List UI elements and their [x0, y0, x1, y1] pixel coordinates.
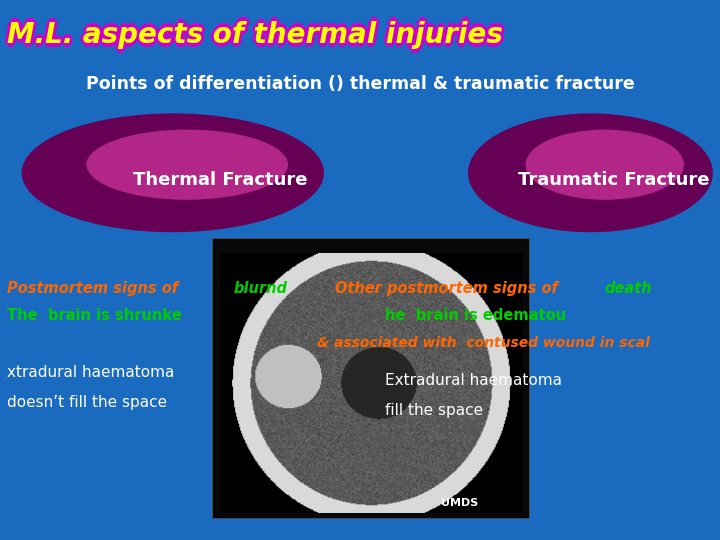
FancyBboxPatch shape [212, 238, 529, 518]
Text: xtradural haematoma: xtradural haematoma [7, 365, 174, 380]
Text: The  brain is shrunke: The brain is shrunke [7, 308, 182, 323]
Text: & associated with  contused wound in scal: & associated with contused wound in scal [317, 336, 649, 350]
Text: M.L. aspects of thermal injuries: M.L. aspects of thermal injuries [9, 23, 505, 51]
Text: M.L. aspects of thermal injuries: M.L. aspects of thermal injuries [9, 19, 505, 47]
Text: M.L. aspects of thermal injuries: M.L. aspects of thermal injuries [7, 19, 503, 47]
Text: blurnd: blurnd [234, 281, 288, 296]
Ellipse shape [468, 113, 713, 232]
Ellipse shape [22, 113, 324, 232]
Text: Points of differentiation () thermal & traumatic fracture: Points of differentiation () thermal & t… [86, 75, 634, 93]
Ellipse shape [86, 130, 288, 200]
Text: Other postmortem signs of: Other postmortem signs of [335, 281, 558, 296]
Text: M.L. aspects of thermal injuries: M.L. aspects of thermal injuries [6, 19, 502, 47]
Text: he  brain is edematou: he brain is edematou [385, 308, 566, 323]
Text: fill the space: fill the space [385, 403, 483, 418]
Text: M.L. aspects of thermal injuries: M.L. aspects of thermal injuries [7, 21, 503, 49]
Text: Extradural haematoma: Extradural haematoma [385, 373, 562, 388]
Text: doesn’t fill the space: doesn’t fill the space [7, 395, 167, 410]
Text: Thermal Fracture: Thermal Fracture [133, 171, 307, 190]
Text: M.L. aspects of thermal injuries: M.L. aspects of thermal injuries [6, 23, 502, 51]
Text: M.L. aspects of thermal injuries: M.L. aspects of thermal injuries [4, 21, 500, 49]
Text: M.L. aspects of thermal injuries: M.L. aspects of thermal injuries [7, 23, 503, 51]
Text: UMDS: UMDS [441, 498, 478, 508]
Text: death: death [605, 281, 652, 296]
Text: M.L. aspects of thermal injuries: M.L. aspects of thermal injuries [7, 17, 503, 45]
Text: M.L. aspects of thermal injuries: M.L. aspects of thermal injuries [10, 21, 506, 49]
Text: M.L. aspects of thermal injuries: M.L. aspects of thermal injuries [9, 21, 505, 49]
Ellipse shape [526, 130, 684, 200]
Text: Postmortem signs of: Postmortem signs of [7, 281, 179, 296]
Text: Traumatic Fracture: Traumatic Fracture [518, 171, 710, 190]
Text: M.L. aspects of thermal injuries: M.L. aspects of thermal injuries [6, 21, 502, 49]
Text: M.L. aspects of thermal injuries: M.L. aspects of thermal injuries [7, 25, 503, 53]
